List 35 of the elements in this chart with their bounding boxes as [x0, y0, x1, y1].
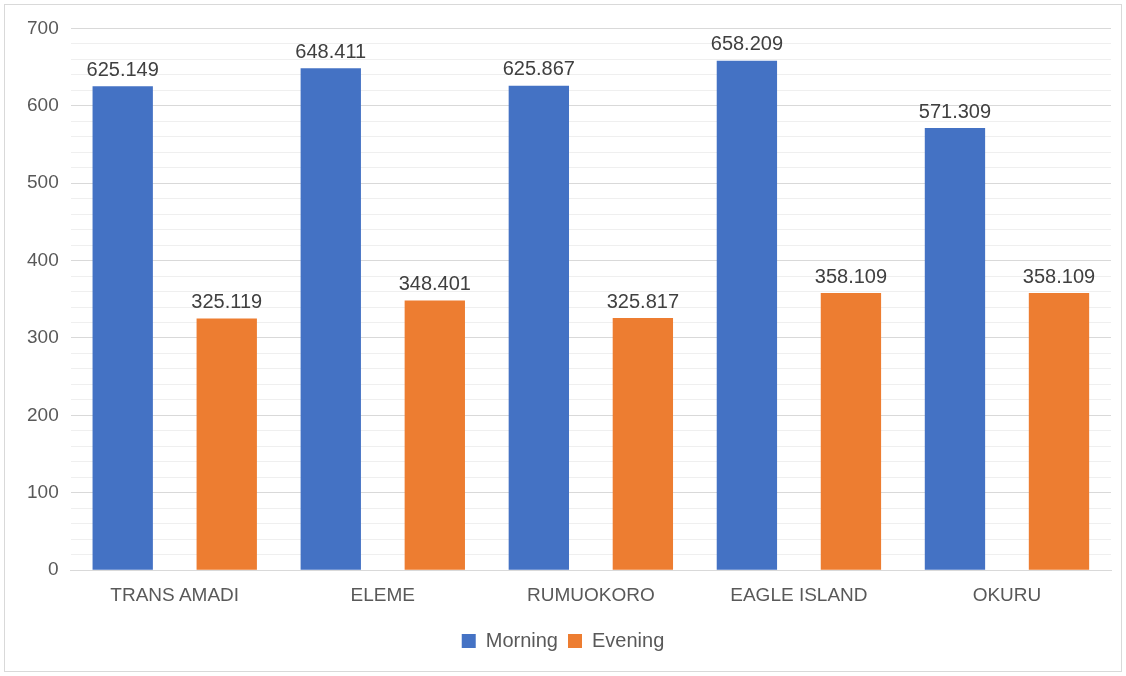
y-tick-label: 300	[27, 326, 59, 348]
bar	[196, 318, 257, 570]
y-tick-label: 0	[48, 558, 59, 580]
x-tick-label: OKURU	[972, 583, 1042, 605]
y-tick-label: 500	[27, 171, 59, 193]
data-label: 358.109	[814, 264, 888, 287]
data-label: 658.209	[710, 32, 784, 55]
data-label: 325.119	[191, 290, 263, 313]
x-tick-label: RUMUOKORO	[526, 583, 655, 605]
data-label: 625.867	[502, 57, 575, 80]
bar	[404, 300, 465, 570]
data-label: 571.309	[918, 99, 992, 122]
legend-label: Evening	[591, 628, 665, 651]
bar	[716, 60, 778, 570]
legend-label: Morning	[485, 628, 558, 651]
y-tick-label: 100	[27, 481, 59, 503]
data-label: 358.109	[1022, 264, 1096, 287]
bar	[92, 86, 153, 570]
bar	[612, 318, 674, 570]
data-label: 625.149	[86, 57, 159, 80]
x-tick-label: EAGLE ISLAND	[730, 583, 868, 605]
bar	[1028, 293, 1090, 570]
data-label: 325.817	[606, 289, 680, 312]
x-tick-label: ELEME	[350, 583, 415, 605]
data-label: 648.411	[295, 39, 367, 62]
x-tick-label: TRANS AMADI	[110, 583, 240, 605]
bar	[820, 293, 882, 570]
data-label: 348.401	[398, 272, 471, 295]
y-tick-label: 700	[27, 16, 59, 38]
bar	[508, 85, 569, 570]
bar	[300, 68, 361, 570]
bar	[924, 128, 986, 570]
y-tick-label: 200	[27, 403, 59, 425]
y-tick-label: 600	[27, 94, 59, 116]
y-tick-label: 400	[27, 248, 59, 270]
